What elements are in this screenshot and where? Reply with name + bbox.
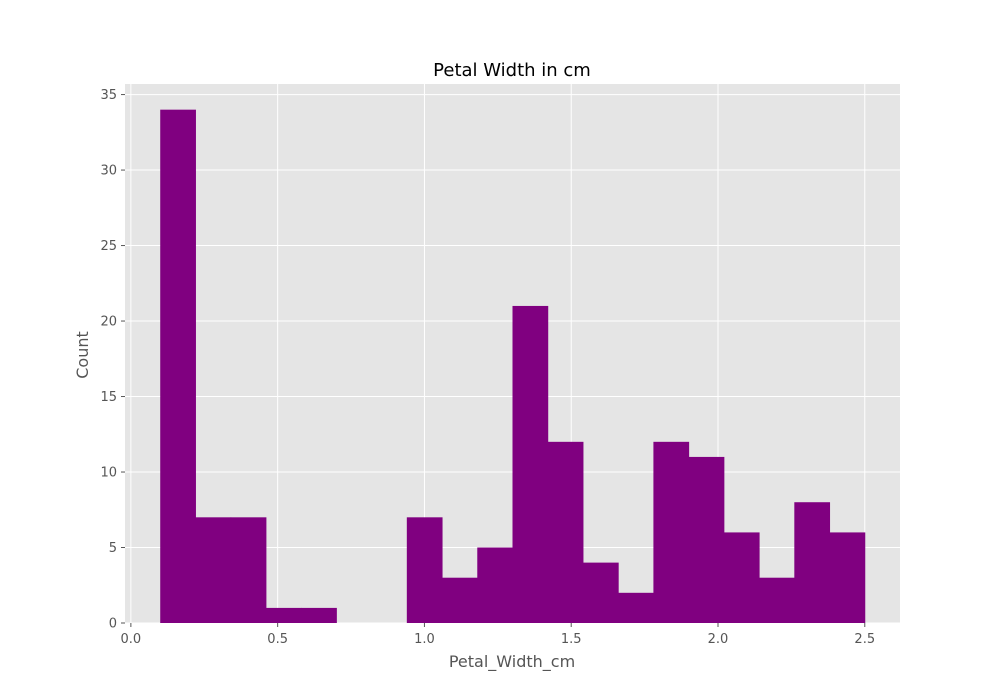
histogram-bar [829, 532, 866, 623]
histogram-bar [195, 517, 232, 623]
histogram-bar [794, 502, 831, 623]
histogram-bar [653, 441, 690, 623]
histogram-bar [618, 592, 654, 623]
x-tick-label: 2.0 [708, 632, 729, 647]
histogram-bar [477, 547, 513, 623]
x-tick-label: 0.5 [267, 632, 288, 647]
histogram-bar [406, 517, 443, 623]
x-tick-label: 1.0 [414, 632, 435, 647]
bars [160, 109, 866, 623]
histogram-bar [512, 305, 549, 623]
histogram-bar [442, 577, 478, 623]
y-tick-label: 10 [100, 466, 117, 481]
x-axis-ticks: 0.0 0.5 1.0 1.5 2.0 2.5 [121, 623, 875, 647]
x-tick-label: 0.0 [121, 632, 142, 647]
y-tick-label: 35 [100, 88, 117, 103]
histogram-bar [265, 607, 302, 623]
y-axis-ticks: 0 5 10 15 20 25 30 35 [100, 88, 125, 632]
histogram-bar [582, 562, 619, 623]
histogram-bar [759, 577, 795, 623]
y-tick-label: 15 [100, 390, 117, 405]
x-tick-label: 1.5 [561, 632, 582, 647]
histogram-bar [301, 607, 337, 623]
y-tick-label: 30 [100, 164, 117, 179]
histogram-bar [230, 517, 267, 623]
chart-title: Petal Width in cm [433, 60, 591, 81]
y-tick-label: 5 [109, 541, 117, 556]
histogram-bar [723, 532, 760, 623]
histogram-bar [160, 109, 196, 623]
y-axis-label: Count [73, 331, 92, 379]
histogram-bar [547, 441, 584, 623]
histogram-bar [688, 456, 725, 623]
y-tick-label: 20 [100, 315, 117, 330]
y-tick-label: 25 [100, 239, 117, 254]
y-tick-label: 0 [109, 617, 117, 632]
x-tick-label: 2.5 [854, 632, 875, 647]
x-axis-label: Petal_Width_cm [449, 652, 575, 672]
